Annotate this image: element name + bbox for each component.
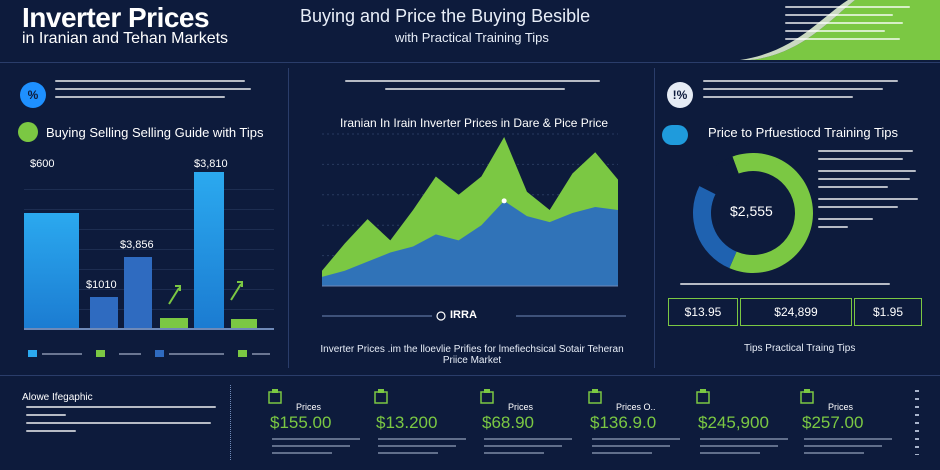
mid-footer: Inverter Prices .im the lloevlie Prifies… bbox=[320, 344, 624, 366]
bar-d bbox=[160, 318, 188, 330]
brand-line bbox=[322, 311, 626, 321]
area-series-2 bbox=[322, 200, 618, 286]
bar-legend bbox=[28, 350, 278, 357]
info-badge: !% bbox=[667, 82, 693, 108]
left-divider bbox=[288, 68, 289, 368]
page-title: Inverter Prices bbox=[22, 2, 210, 33]
stat-value: $68.90 bbox=[482, 413, 534, 432]
stat-label: Prices bbox=[828, 402, 854, 412]
stat-value: $13.200 bbox=[376, 413, 438, 432]
donut-slice-2 bbox=[693, 185, 737, 269]
bar-label-b: $1010 bbox=[86, 279, 117, 291]
stat-icon bbox=[696, 388, 710, 404]
bar-b bbox=[90, 297, 118, 330]
mid-intro-lines bbox=[345, 80, 605, 96]
price-box-3: $1.95 bbox=[854, 298, 922, 326]
stat-label: Prices bbox=[296, 402, 322, 412]
bar-label-a: $600 bbox=[30, 158, 55, 170]
stat-value: $245,900 bbox=[698, 413, 769, 432]
bar-chart-baseline bbox=[24, 328, 274, 330]
bar-chart: $600 $1010 $3,856 $3,810 bbox=[24, 158, 274, 330]
bar-label-c: $3,856 bbox=[120, 239, 154, 251]
stat-label: Prices O.. bbox=[616, 402, 656, 412]
price-box-1: $13.95 bbox=[668, 298, 738, 326]
bar-label-e: $3,810 bbox=[194, 158, 228, 170]
price-box-2: $24,899 bbox=[740, 298, 852, 326]
stat-value: $257.00 bbox=[802, 413, 864, 432]
bottom-divider bbox=[0, 375, 940, 376]
right-divider bbox=[654, 68, 655, 368]
bar-e bbox=[194, 172, 224, 330]
stat-description bbox=[804, 438, 892, 459]
brand-logo: IRRA bbox=[450, 309, 477, 321]
left-intro-lines bbox=[55, 80, 255, 104]
right-footer: Tips Practical Traing Tips bbox=[744, 343, 856, 354]
headline: Buying and Price the Buying Besible bbox=[300, 6, 591, 26]
page-subtitle: in Iranian and Tehan Markets bbox=[22, 30, 229, 47]
stat-description bbox=[484, 438, 572, 459]
stat-value: $136.9.0 bbox=[590, 413, 657, 432]
donut-center-value: $2,555 bbox=[730, 203, 773, 219]
bottom-intro-lines bbox=[26, 406, 226, 438]
stat-description bbox=[272, 438, 360, 459]
donut-slice-1 bbox=[729, 153, 813, 273]
right-intro-lines bbox=[703, 80, 903, 104]
area-point bbox=[501, 198, 507, 204]
right-section-title: Price to Prfuestiocd Training Tips bbox=[708, 125, 899, 140]
stat-value: $155.00 bbox=[270, 413, 332, 432]
donut-notes bbox=[818, 150, 928, 234]
stat-icon bbox=[800, 388, 814, 404]
donut-chart bbox=[693, 153, 813, 273]
training-icon bbox=[662, 125, 688, 145]
bottom-side-dots bbox=[915, 390, 919, 455]
stat-icon bbox=[480, 388, 494, 404]
stat-description bbox=[592, 438, 680, 459]
stat-label: Prices bbox=[508, 402, 534, 412]
left-section-title: Buying Selling Selling Guide with Tips bbox=[46, 125, 264, 140]
bar-c bbox=[124, 257, 152, 330]
stat-icon bbox=[268, 388, 282, 404]
guide-icon bbox=[18, 122, 38, 142]
stat-icon bbox=[374, 388, 388, 404]
header-divider bbox=[0, 62, 940, 63]
stat-description bbox=[378, 438, 466, 459]
bottom-title: Alowe Ifegaphic bbox=[22, 392, 93, 403]
header-note-lines bbox=[785, 6, 915, 46]
percent-badge: % bbox=[20, 82, 46, 108]
bottom-dotted-divider bbox=[230, 385, 231, 460]
bar-a bbox=[24, 213, 79, 330]
price-caption bbox=[680, 283, 895, 291]
area-chart bbox=[322, 133, 618, 287]
donut-slice-3 bbox=[699, 156, 739, 195]
mid-chart-title: Iranian In Irain Inverter Prices in Dare… bbox=[340, 116, 609, 130]
trend-arrows bbox=[168, 281, 243, 305]
headline-sub: with Practical Training Tips bbox=[395, 30, 549, 45]
stat-icon bbox=[588, 388, 602, 404]
bar-f bbox=[231, 319, 257, 330]
stat-description bbox=[700, 438, 788, 459]
